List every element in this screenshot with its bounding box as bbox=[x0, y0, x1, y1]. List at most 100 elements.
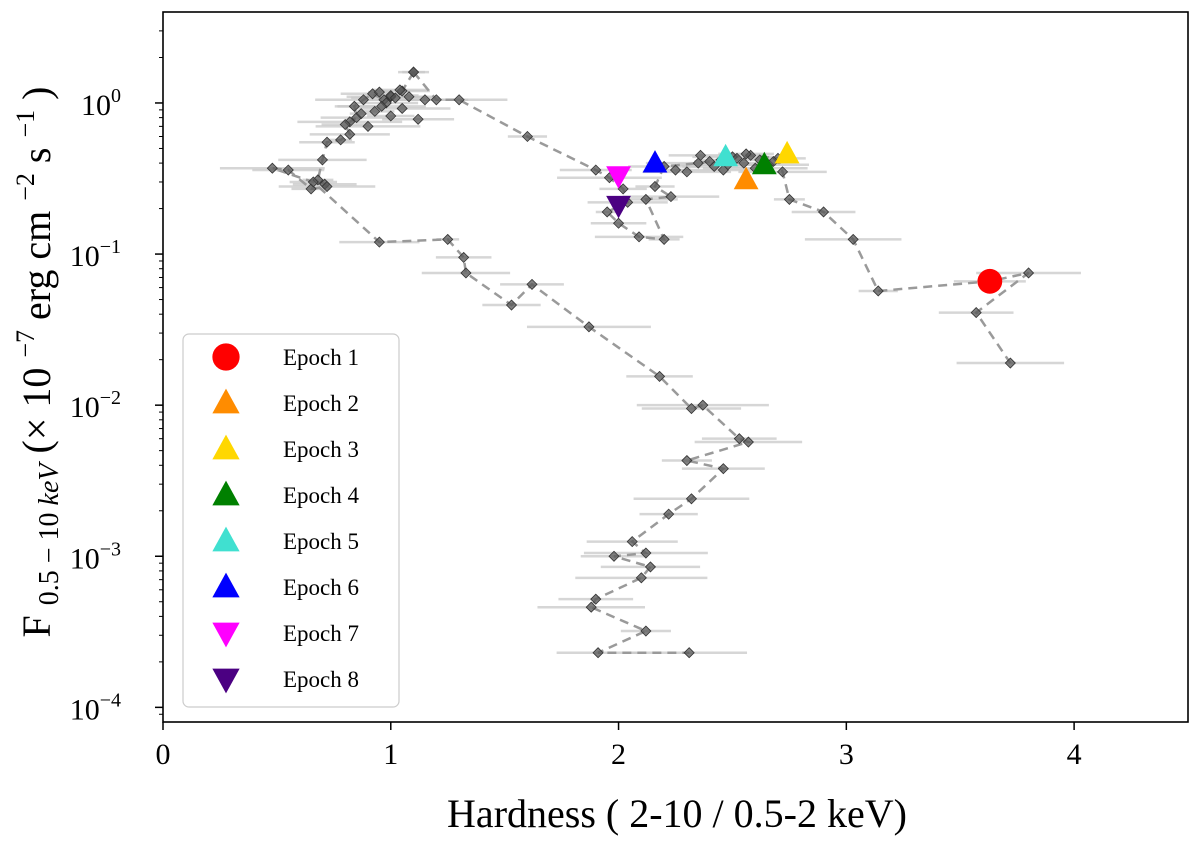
track-point bbox=[872, 285, 884, 297]
track-point bbox=[521, 130, 534, 143]
track-point bbox=[970, 307, 982, 319]
track-point bbox=[658, 233, 670, 245]
track-point bbox=[694, 149, 707, 161]
track-point bbox=[608, 550, 620, 562]
track-point bbox=[592, 647, 604, 659]
y-label-exp2: −2 bbox=[11, 173, 40, 201]
track-point bbox=[665, 191, 677, 203]
track-point bbox=[266, 162, 278, 174]
track-point bbox=[697, 399, 709, 411]
y-label-base: F bbox=[14, 615, 59, 637]
epoch-markers bbox=[606, 140, 1003, 294]
track-point bbox=[733, 433, 745, 445]
track-point bbox=[430, 94, 442, 106]
track-point bbox=[783, 193, 795, 205]
track-point bbox=[1004, 357, 1016, 369]
y-axis-ticks: 10−4 10−3 10−2 10−1 100 bbox=[70, 30, 163, 726]
track-point bbox=[385, 110, 397, 122]
track-point bbox=[635, 572, 647, 584]
track-point bbox=[742, 436, 754, 448]
legend-label-epoch-3: Epoch 3 bbox=[283, 437, 359, 462]
track-point bbox=[362, 120, 374, 132]
y-axis-label: F 0.5 − 10 keV (× 10 −7 erg cm −2 s −1 ) bbox=[0, 86, 67, 637]
epoch-1-marker bbox=[977, 268, 1003, 294]
legend-marker-epoch-4 bbox=[212, 480, 240, 506]
track-point bbox=[640, 625, 652, 637]
y-label-paren: (× 10 bbox=[14, 368, 59, 454]
legend-label-epoch-1: Epoch 1 bbox=[283, 345, 359, 370]
track-point bbox=[738, 157, 750, 169]
legend-label-epoch-8: Epoch 8 bbox=[283, 667, 359, 692]
track-point bbox=[590, 164, 602, 176]
track-point bbox=[717, 463, 729, 475]
track-point bbox=[460, 267, 472, 279]
track-point bbox=[640, 547, 652, 559]
track-point bbox=[376, 100, 388, 112]
track-point bbox=[316, 154, 329, 166]
track-point bbox=[394, 84, 406, 96]
track-point bbox=[681, 166, 693, 178]
track-point bbox=[740, 148, 752, 160]
track-point bbox=[585, 601, 597, 613]
track-point bbox=[601, 206, 613, 218]
y-label-exp1: −7 bbox=[11, 330, 40, 358]
plot-frame bbox=[162, 11, 1189, 723]
legend-label-epoch-7: Epoch 7 bbox=[283, 621, 359, 646]
track-point bbox=[355, 108, 367, 120]
track-point bbox=[369, 105, 381, 117]
x-axis-ticks: 0 1 2 3 4 bbox=[156, 722, 1082, 771]
legend-marker-epoch-2 bbox=[212, 388, 240, 414]
x-tick-label: 1 bbox=[383, 738, 398, 771]
track-point bbox=[419, 94, 431, 106]
y-label-seconds: s bbox=[14, 147, 59, 163]
track-point bbox=[1022, 267, 1035, 279]
legend-label-epoch-5: Epoch 5 bbox=[283, 529, 359, 554]
track-point bbox=[335, 134, 347, 146]
epoch-3-marker bbox=[774, 140, 800, 164]
track-point bbox=[407, 66, 420, 78]
track-line-2 bbox=[412, 71, 1030, 364]
track-point bbox=[663, 508, 675, 520]
track-point bbox=[683, 647, 695, 659]
x-tick-label: 4 bbox=[1067, 738, 1082, 771]
legend-marker-epoch-3 bbox=[212, 434, 240, 460]
epoch-8-marker bbox=[606, 195, 631, 219]
legend: Epoch 1 Epoch 2 Epoch 3 Epoch 4 Epoch 5 Epoch… bbox=[182, 333, 400, 708]
legend-marker-epoch-5 bbox=[212, 526, 240, 552]
track-point bbox=[389, 92, 401, 104]
legend-label-epoch-6: Epoch 6 bbox=[283, 575, 359, 600]
track-point bbox=[649, 180, 661, 193]
track-point bbox=[442, 233, 454, 245]
x-tick-label: 0 bbox=[156, 738, 171, 771]
track-point bbox=[396, 102, 408, 115]
track-point bbox=[282, 164, 294, 176]
y-label-units: erg cm bbox=[14, 211, 59, 320]
x-tick-label: 3 bbox=[839, 738, 854, 771]
y-tick-label: 100 bbox=[81, 85, 121, 122]
track-point bbox=[847, 233, 859, 245]
legend-marker-epoch-1 bbox=[212, 343, 240, 371]
track-point bbox=[357, 94, 370, 106]
legend-box bbox=[182, 333, 400, 708]
track-point bbox=[590, 593, 602, 605]
track-point bbox=[626, 536, 638, 548]
y-label-exp3: −1 bbox=[11, 110, 40, 138]
track-point bbox=[653, 370, 666, 382]
x-tick-label: 2 bbox=[611, 738, 626, 771]
track-point bbox=[644, 561, 657, 573]
track-point bbox=[339, 118, 351, 131]
x-axis-label: Hardness ( 2-10 / 0.5-2 keV) bbox=[447, 791, 907, 836]
track-point bbox=[348, 100, 360, 112]
y-label-close: ) bbox=[14, 86, 59, 99]
track-point bbox=[403, 91, 415, 103]
track-point bbox=[617, 183, 629, 195]
track-point bbox=[321, 180, 333, 193]
track-point bbox=[717, 164, 729, 176]
track-point bbox=[817, 206, 830, 218]
y-label-subscript-unit: keV bbox=[34, 461, 65, 506]
legend-label-epoch-2: Epoch 2 bbox=[283, 391, 359, 416]
epoch-6-marker bbox=[642, 150, 668, 173]
track-point bbox=[505, 299, 518, 311]
track-point bbox=[692, 157, 704, 169]
track-point bbox=[458, 251, 470, 263]
